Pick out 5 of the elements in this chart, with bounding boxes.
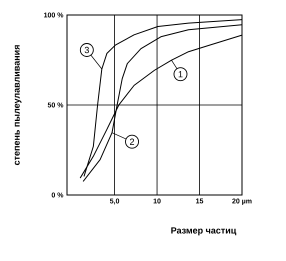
legend-label: 1 xyxy=(178,71,183,78)
text: 2 xyxy=(130,138,134,145)
series-label: 3 xyxy=(84,46,89,54)
y-axis-title: степень пылеулавливания xyxy=(14,45,22,166)
x-axis-title: Размер частиц xyxy=(171,227,236,236)
